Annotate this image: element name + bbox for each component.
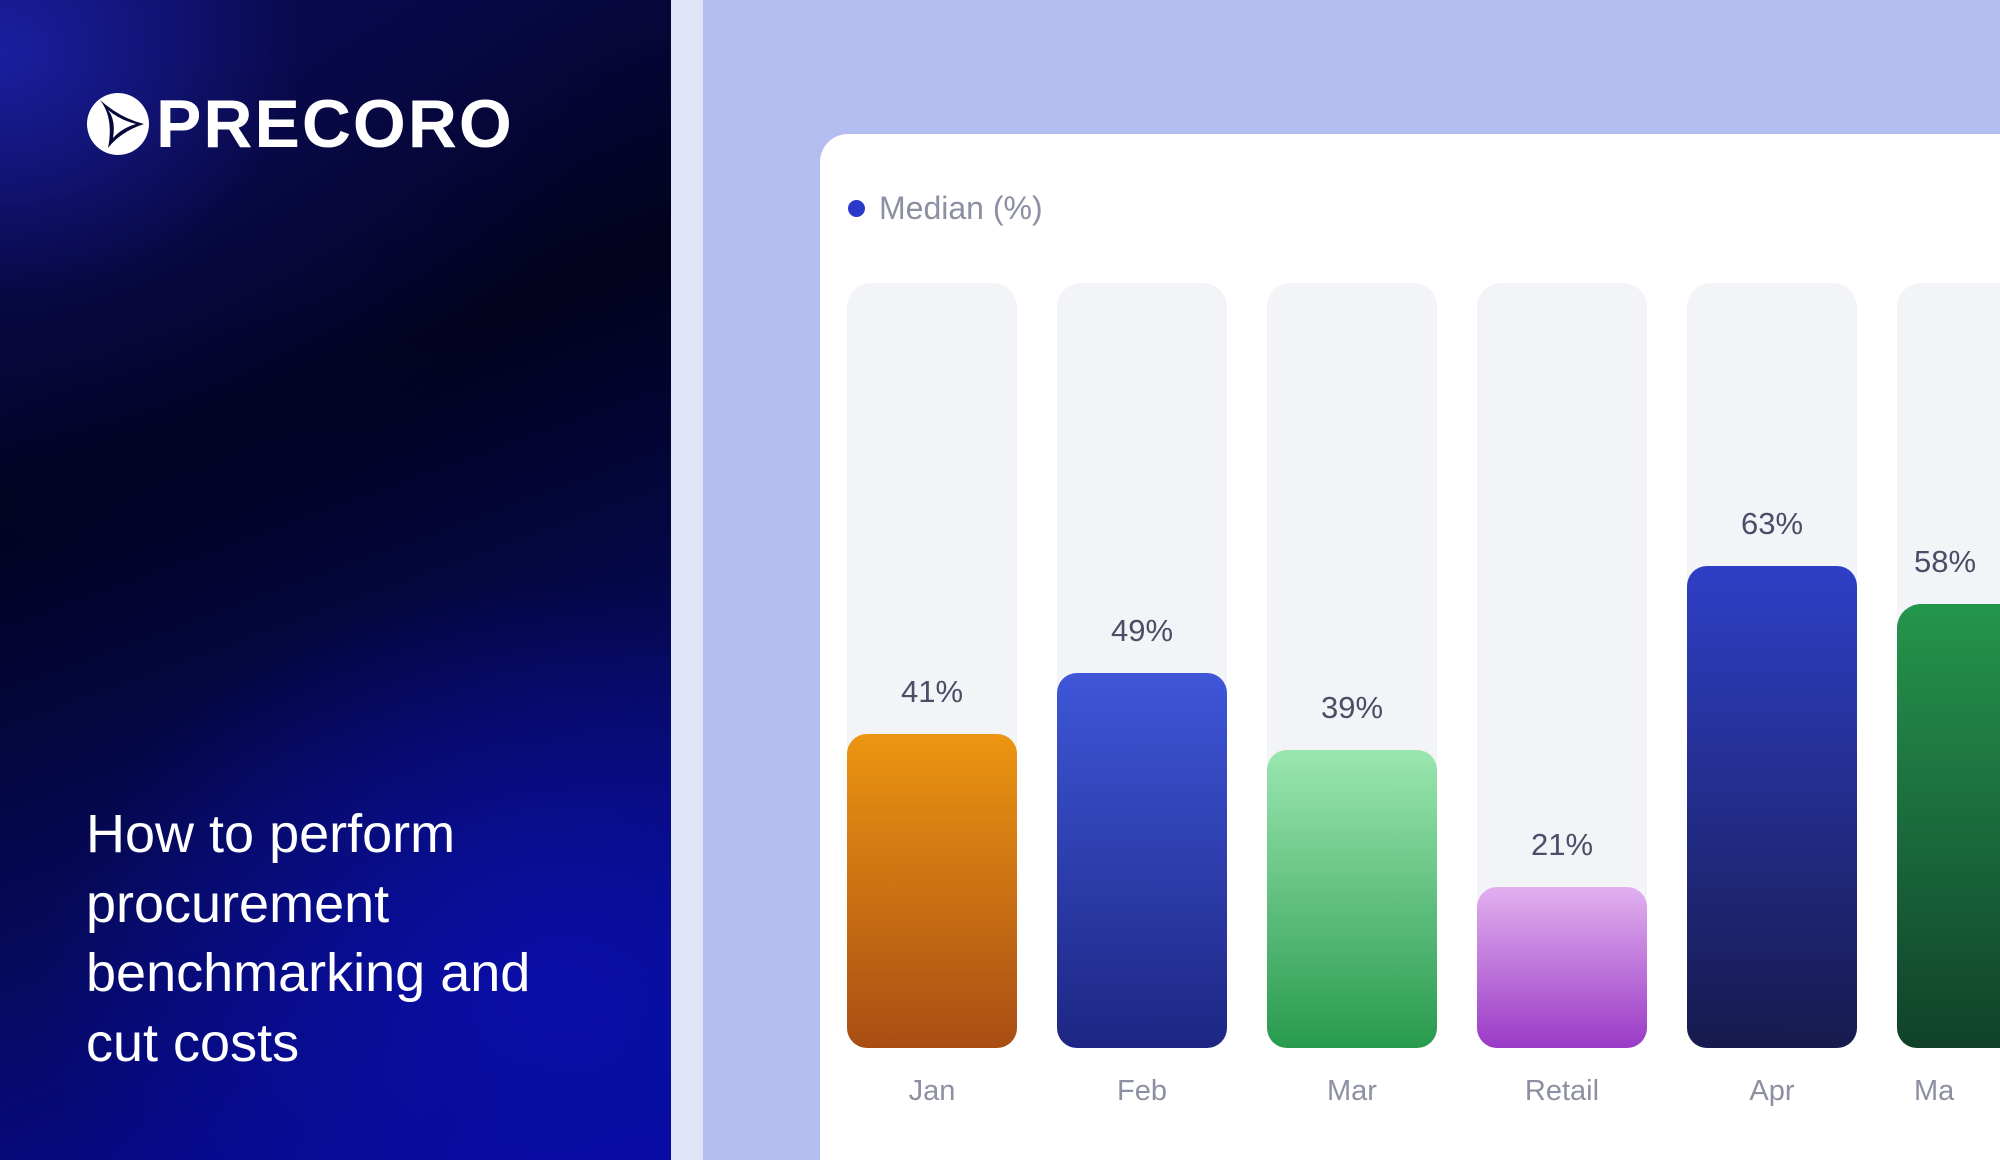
bar-value-label: 63% (1740, 506, 1804, 542)
bar-column-1: 49% Feb (1057, 283, 1227, 1107)
bar-column-2: 39% Mar (1267, 283, 1437, 1107)
bar-value-label: 41% (900, 674, 964, 710)
chart-card: Median (%) 41% Jan 49% Feb 39% Mar 21% Retail 63… (820, 134, 2000, 1160)
bar-category-label: Retail (1524, 1075, 1600, 1107)
bar (847, 734, 1017, 1048)
brand-name: PRECORO (156, 86, 514, 162)
bar (1267, 749, 1437, 1048)
bar-column-3: 21% Retail (1477, 283, 1647, 1107)
bar-column-5: 58% Ma (1897, 283, 2000, 1107)
bar-value-label: 21% (1530, 827, 1594, 863)
divider-strip (671, 0, 703, 1160)
bar (1687, 566, 1857, 1048)
legend-label: Median (%) (879, 190, 1043, 226)
bar (1477, 887, 1647, 1048)
bar-value-label: 58% (1914, 544, 1977, 580)
bar-category-label: Feb (1117, 1075, 1167, 1107)
bar-category-label: Mar (1327, 1075, 1377, 1107)
bar-category-label: Ma (1914, 1075, 1955, 1107)
precoro-logo-icon (87, 93, 149, 155)
bar-value-label: 49% (1110, 613, 1174, 649)
bar-category-label: Jan (908, 1075, 956, 1107)
bar-column-4: 63% Apr (1687, 283, 1857, 1107)
brand-logo: PRECORO (86, 86, 514, 162)
bar (1057, 673, 1227, 1048)
bar-column-0: 41% Jan (847, 283, 1017, 1107)
bar (1897, 604, 2000, 1048)
bar-category-label: Apr (1749, 1075, 1795, 1107)
promo-panel: PRECORO How to perform procurement bench… (0, 0, 671, 1160)
chart-legend: Median (%) (848, 190, 1043, 227)
headline: How to perform procurement benchmarking … (86, 804, 531, 1073)
bar-value-label: 39% (1320, 689, 1384, 725)
legend-dot-icon (848, 200, 865, 217)
